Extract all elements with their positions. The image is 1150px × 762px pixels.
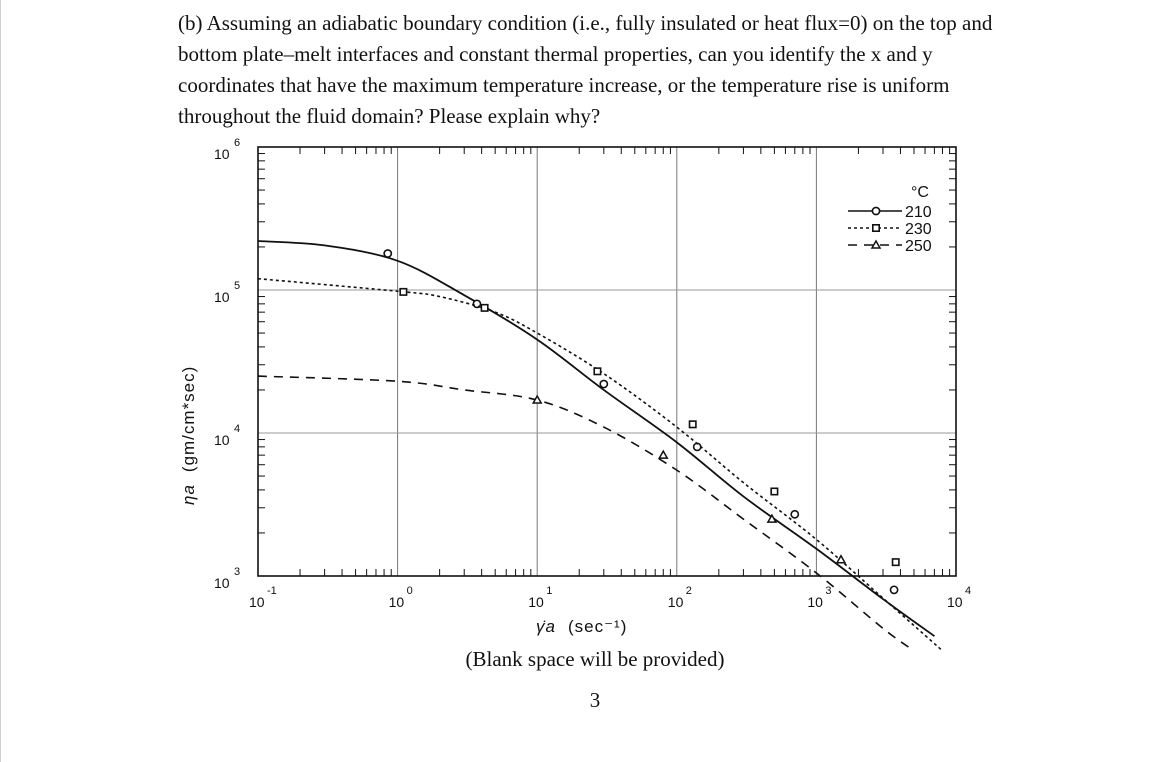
x-tick-label: 100 — [389, 585, 413, 610]
data-point-210 — [889, 585, 899, 595]
x-axis-unit: (sec⁻¹) — [568, 617, 627, 636]
series-layer — [257, 240, 944, 652]
x-tick-label: 103 — [807, 585, 831, 610]
y-tick-label: 10 6 — [214, 137, 240, 162]
x-tick-base: 10 — [249, 594, 265, 610]
y-tick-exponent: 6 — [234, 137, 240, 149]
legend-marker — [871, 206, 881, 216]
blank-space-note: (Blank space will be provided) — [465, 647, 725, 671]
legend-marker — [870, 239, 882, 249]
x-tick-base: 10 — [668, 594, 684, 610]
legend-marker — [871, 224, 880, 233]
x-tick-exponent: 3 — [825, 585, 831, 597]
x-axis-symbol: γ̇a — [536, 617, 556, 636]
data-point-210 — [383, 249, 393, 258]
data-point-210 — [790, 509, 800, 519]
x-tick-label: 102 — [668, 585, 692, 610]
y-tick-base: 10 — [214, 289, 230, 305]
legend-entry-250: 250 — [848, 238, 932, 255]
y-tick-exponent: 4 — [234, 423, 240, 435]
x-tick-base: 10 — [947, 594, 963, 610]
series-line-250 — [257, 375, 915, 652]
y-tick-base: 10 — [214, 146, 230, 162]
y-tick-base: 10 — [214, 575, 230, 591]
legend-label: 250 — [905, 238, 932, 255]
plot-ticks — [258, 147, 956, 576]
series-line-230 — [257, 277, 944, 652]
y-axis-symbol: ηa — [179, 484, 198, 505]
series-210 — [257, 240, 935, 637]
legend-title: °C — [911, 184, 929, 201]
x-tick-exponent: 0 — [407, 585, 413, 597]
y-tick-label: 10 3 — [214, 566, 240, 591]
series-230 — [257, 277, 944, 652]
data-point-250 — [531, 394, 543, 404]
y-axis-unit: (gm/cm*sec) — [179, 366, 198, 472]
data-point-250 — [657, 449, 669, 459]
y-tick-exponent: 3 — [234, 566, 240, 578]
data-point-230 — [770, 487, 779, 496]
data-point-210 — [472, 299, 482, 309]
data-point-230 — [399, 287, 408, 296]
series-250 — [257, 375, 915, 652]
x-tick-exponent: -1 — [267, 585, 277, 597]
page-number: 3 — [589, 688, 601, 712]
x-tick-base: 10 — [528, 594, 544, 610]
x-tick-exponent: 4 — [965, 585, 971, 597]
x-tick-exponent: 1 — [546, 585, 552, 597]
y-tick-label: 10 5 — [214, 280, 240, 305]
x-axis-label: γ̇a (sec⁻¹) — [536, 617, 627, 636]
data-point-230 — [688, 420, 697, 429]
x-tick-label: 104 — [947, 585, 971, 610]
legend-label: 230 — [905, 221, 932, 238]
page-left-border — [0, 0, 1, 762]
data-point-250 — [766, 513, 778, 523]
series-line-210 — [257, 240, 935, 637]
y-tick-base: 10 — [214, 432, 230, 448]
x-tick-label: 10-1 — [249, 585, 277, 610]
data-point-250 — [835, 554, 847, 564]
plot-grid — [258, 147, 956, 576]
x-tick-base: 10 — [807, 594, 823, 610]
data-point-210 — [599, 379, 609, 389]
question-text: (b) Assuming an adiabatic boundary condi… — [178, 11, 993, 128]
y-tick-label: 10 4 — [214, 423, 240, 448]
y-axis-label: ηa (gm/cm*sec) — [179, 366, 198, 505]
data-point-230 — [480, 303, 489, 312]
legend-label: 210 — [905, 204, 932, 221]
legend-entry-210: 210 — [848, 204, 932, 221]
data-point-230 — [891, 558, 900, 567]
x-tick-base: 10 — [389, 594, 405, 610]
data-point-230 — [593, 367, 602, 376]
x-tick-exponent: 2 — [686, 585, 692, 597]
x-tick-label: 101 — [528, 585, 552, 610]
y-tick-exponent: 5 — [234, 280, 240, 292]
legend-entry-230: 230 — [848, 221, 932, 238]
plot-frame — [257, 146, 957, 577]
